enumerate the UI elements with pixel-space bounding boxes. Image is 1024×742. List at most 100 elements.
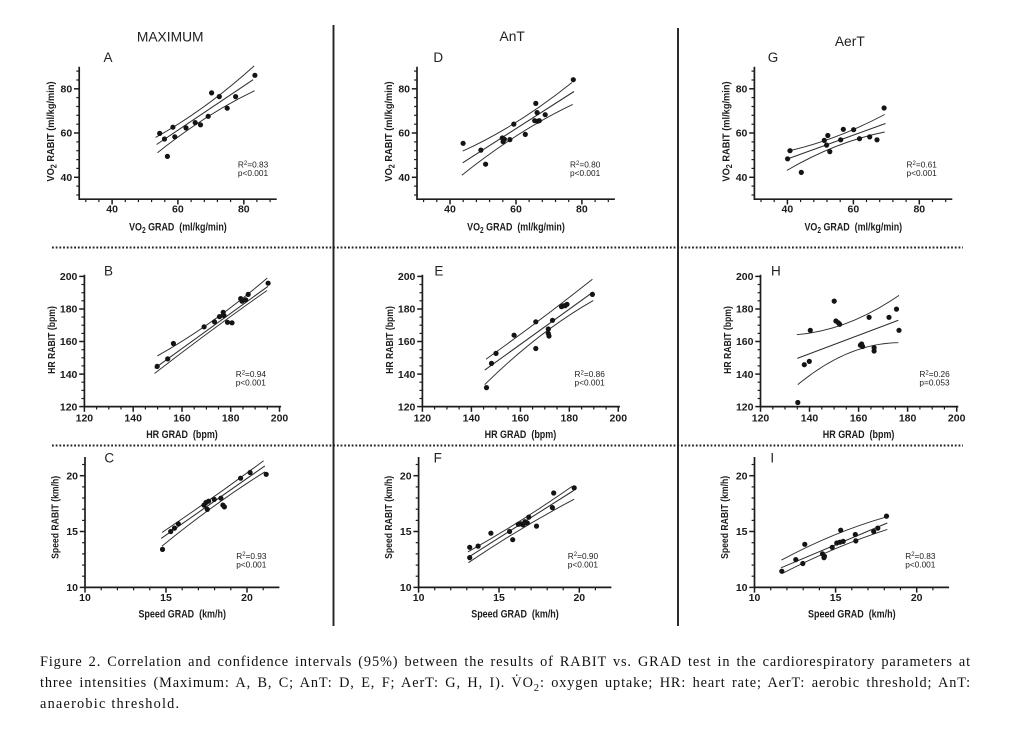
svg-text:60: 60 [172, 204, 184, 216]
svg-text:G: G [768, 50, 779, 65]
svg-text:10: 10 [413, 592, 425, 604]
svg-text:HR RABIT (bpm): HR RABIT (bpm) [384, 306, 396, 374]
svg-text:40: 40 [782, 204, 794, 216]
svg-text:R2=0.80: R2=0.80 [570, 160, 601, 170]
svg-text:C: C [104, 451, 114, 466]
svg-text:180: 180 [60, 304, 78, 316]
svg-text:20: 20 [736, 470, 748, 482]
svg-text:180: 180 [222, 413, 240, 425]
svg-text:10: 10 [66, 582, 78, 594]
svg-text:B: B [104, 263, 113, 278]
svg-text:VO2 RABIT (ml/kg/min): VO2 RABIT (ml/kg/min) [721, 81, 734, 181]
svg-text:180: 180 [736, 304, 754, 316]
svg-text:VO2 GRAD (ml/kg/min): VO2 GRAD (ml/kg/min) [129, 222, 227, 235]
svg-text:80: 80 [238, 204, 250, 216]
svg-text:p=0.053: p=0.053 [919, 378, 950, 388]
svg-text:R2=0.90: R2=0.90 [568, 551, 599, 561]
svg-text:Speed RABIT (km/h): Speed RABIT (km/h) [719, 476, 731, 559]
svg-text:VO2 RABIT (ml/kg/min): VO2 RABIT (ml/kg/min) [384, 81, 397, 181]
svg-text:120: 120 [60, 401, 78, 413]
svg-text:120: 120 [398, 401, 416, 413]
svg-text:10: 10 [79, 592, 91, 604]
svg-text:120: 120 [76, 413, 94, 425]
svg-text:HR RABIT (bpm): HR RABIT (bpm) [722, 306, 734, 374]
svg-text:20: 20 [400, 470, 412, 482]
svg-text:180: 180 [398, 304, 416, 316]
svg-text:R2=0.93: R2=0.93 [236, 551, 267, 561]
svg-text:p<0.001: p<0.001 [236, 378, 267, 388]
svg-text:F: F [434, 451, 442, 466]
svg-text:Speed GRAD (km/h): Speed GRAD (km/h) [138, 609, 225, 621]
svg-text:10: 10 [400, 582, 412, 594]
svg-text:140: 140 [736, 369, 754, 381]
svg-text:140: 140 [124, 413, 142, 425]
svg-text:p<0.001: p<0.001 [905, 559, 936, 569]
svg-text:40: 40 [398, 172, 410, 184]
svg-text:140: 140 [60, 369, 78, 381]
svg-text:AnT: AnT [500, 29, 526, 44]
svg-text:200: 200 [948, 413, 966, 425]
svg-text:40: 40 [61, 172, 73, 184]
svg-text:VO2 GRAD (ml/kg/min): VO2 GRAD (ml/kg/min) [804, 222, 902, 235]
svg-text:I: I [770, 451, 774, 466]
svg-text:120: 120 [752, 413, 770, 425]
svg-text:20: 20 [241, 592, 253, 604]
svg-text:20: 20 [911, 592, 923, 604]
svg-text:15: 15 [493, 592, 505, 604]
svg-text:p<0.001: p<0.001 [238, 168, 269, 178]
svg-text:200: 200 [271, 413, 289, 425]
svg-text:Speed GRAD (km/h): Speed GRAD (km/h) [471, 609, 558, 621]
svg-text:VO2 GRAD (ml/kg/min): VO2 GRAD (ml/kg/min) [467, 222, 565, 235]
svg-text:160: 160 [850, 413, 868, 425]
svg-text:40: 40 [736, 172, 748, 184]
svg-text:120: 120 [736, 401, 754, 413]
svg-text:10: 10 [736, 582, 748, 594]
svg-text:60: 60 [510, 204, 522, 216]
svg-text:R2=0.83: R2=0.83 [238, 160, 269, 170]
svg-text:200: 200 [60, 271, 78, 283]
svg-text:60: 60 [398, 128, 410, 140]
svg-text:140: 140 [398, 369, 416, 381]
svg-text:80: 80 [736, 84, 748, 96]
svg-text:AerT: AerT [835, 34, 865, 49]
svg-text:D: D [433, 50, 443, 65]
svg-text:60: 60 [61, 128, 73, 140]
svg-text:Speed RABIT (km/h): Speed RABIT (km/h) [50, 476, 62, 559]
svg-text:20: 20 [66, 470, 78, 482]
svg-text:15: 15 [400, 526, 412, 538]
svg-text:200: 200 [610, 413, 628, 425]
svg-text:200: 200 [398, 271, 416, 283]
svg-text:160: 160 [736, 336, 754, 348]
svg-text:160: 160 [60, 336, 78, 348]
svg-text:15: 15 [736, 526, 748, 538]
svg-text:HR GRAD (bpm): HR GRAD (bpm) [485, 429, 557, 441]
svg-text:p<0.001: p<0.001 [236, 559, 267, 569]
svg-text:160: 160 [173, 413, 191, 425]
svg-text:HR GRAD (bpm): HR GRAD (bpm) [146, 429, 218, 441]
svg-text:180: 180 [899, 413, 917, 425]
svg-text:R2=0.83: R2=0.83 [905, 551, 936, 561]
svg-text:160: 160 [398, 336, 416, 348]
svg-text:60: 60 [848, 204, 860, 216]
svg-text:120: 120 [414, 413, 432, 425]
svg-text:p<0.001: p<0.001 [575, 378, 606, 388]
svg-text:15: 15 [66, 526, 78, 538]
svg-text:HR RABIT (bpm): HR RABIT (bpm) [46, 306, 58, 374]
svg-text:A: A [103, 50, 112, 65]
svg-text:180: 180 [561, 413, 579, 425]
svg-text:R2=0.86: R2=0.86 [575, 369, 606, 379]
svg-text:20: 20 [573, 592, 585, 604]
svg-text:p<0.001: p<0.001 [907, 168, 938, 178]
svg-text:140: 140 [801, 413, 819, 425]
svg-text:Speed GRAD (km/h): Speed GRAD (km/h) [808, 609, 895, 621]
svg-text:80: 80 [576, 204, 588, 216]
svg-text:160: 160 [512, 413, 530, 425]
svg-text:40: 40 [444, 204, 456, 216]
svg-text:10: 10 [749, 592, 761, 604]
svg-text:40: 40 [106, 204, 118, 216]
svg-text:R2=0.26: R2=0.26 [919, 369, 950, 379]
svg-text:E: E [434, 263, 443, 278]
svg-text:p<0.001: p<0.001 [570, 168, 601, 178]
svg-text:80: 80 [398, 84, 410, 96]
svg-text:p<0.001: p<0.001 [568, 559, 599, 569]
